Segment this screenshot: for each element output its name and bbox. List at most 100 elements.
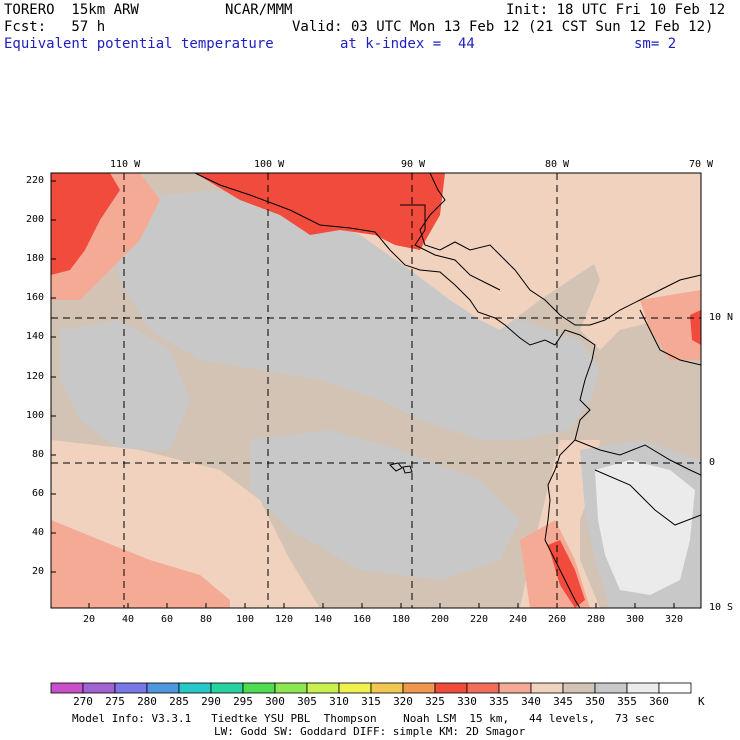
border-central-america [400,204,501,291]
x-label-100: 100 [236,614,255,625]
colorbar-label: 350 [585,695,605,708]
colorbar-swatch [530,682,564,694]
colorbar-swatch [658,682,692,694]
x-label-40: 40 [122,614,135,625]
field-grey-region-south [250,430,520,580]
colorbar-swatch [402,682,436,694]
x-label-120: 120 [275,614,294,625]
x-label-160: 160 [353,614,372,625]
border-peru-brazil [594,469,701,526]
y-label-220: 220 [26,175,45,186]
colorbar-swatch [562,682,596,694]
lon-label-100w: 100 W [254,159,285,170]
colorbar-swatch [242,682,276,694]
colorbar-label: 305 [297,695,317,708]
x-label-220: 220 [470,614,489,625]
lat-label-10n: 10 N [709,312,734,323]
colorbar-swatch [434,682,468,694]
colorbar-label: 315 [361,695,381,708]
x-label-200: 200 [431,614,450,625]
colorbar-swatch [338,682,372,694]
lat-label-0: 0 [709,457,716,468]
colorbar-swatch [306,682,340,694]
colorbar-swatch [178,682,212,694]
field-grey-region-west [60,320,190,450]
colorbar-swatch [466,682,500,694]
colorbar-label: 335 [489,695,509,708]
init-time: Init: 18 UTC Fri 10 Feb 12 [506,2,726,18]
lon-label-70w: 70 W [689,159,714,170]
colorbar-label: 300 [265,695,285,708]
colorbar-swatch [82,682,116,694]
smoothing-info: sm= 2 [634,36,677,52]
center-name: NCAR/MMM [225,2,293,18]
colorbar-swatch [146,682,180,694]
y-label-120: 120 [26,371,45,382]
valid-time: Valid: 03 UTC Mon 13 Feb 12 (21 CST Sun … [292,19,714,35]
colorbar-label: 345 [553,695,573,708]
colorbar-label: 295 [233,695,253,708]
y-label-180: 180 [26,253,45,264]
lon-label-80w: 80 W [545,159,570,170]
coastline-south-america [544,359,593,608]
colorbar-label: 355 [617,695,637,708]
x-label-60: 60 [161,614,174,625]
model-title: TORERO 15km ARW [4,2,139,18]
coastline-gulf [419,173,701,326]
coastline-galapagos [389,462,413,474]
x-label-300: 300 [626,614,645,625]
colorbar-label: 330 [457,695,477,708]
colorbar-swatch [370,682,404,694]
colorbar-swatch [210,682,244,694]
colorbar-label: 320 [393,695,413,708]
colorbar-label: 290 [201,695,221,708]
x-label-280: 280 [587,614,606,625]
lon-label-110w: 110 W [110,159,141,170]
y-label-100: 100 [26,410,45,421]
colorbar-label: 270 [73,695,93,708]
x-label-240: 240 [509,614,528,625]
theta-e-field [51,173,701,608]
x-label-80: 80 [200,614,213,625]
border-colombia-venezuela [639,309,701,366]
colorbar-swatch [498,682,532,694]
colorbar-label: 360 [649,695,669,708]
model-info: Model Info: V3.3.1 Tiedtke YSU PBL Thomp… [72,712,655,725]
physics-info: LW: Godd SW: Goddard DIFF: simple KM: 2D… [214,725,526,738]
field-peach-region-north [130,173,701,330]
y-label-140: 140 [26,331,45,342]
level-info: at k-index = 44 [340,36,475,52]
colorbar-label: 275 [105,695,125,708]
field-red-region-colombia [690,310,701,345]
colorbar-swatch [274,682,308,694]
x-label-320: 320 [665,614,684,625]
y-label-20: 20 [32,566,45,577]
colorbar [50,682,692,694]
y-label-200: 200 [26,214,45,225]
map-frame [50,172,702,609]
colorbar-label: 285 [169,695,189,708]
colorbar-swatch [50,682,84,694]
lat-label-10s: 10 S [709,602,734,613]
field-salmon-region-east [640,290,701,360]
lon-label-90w: 90 W [401,159,426,170]
field-name: Equivalent potential temperature [4,36,274,52]
colorbar-label: 325 [425,695,445,708]
colorbar-label: 340 [521,695,541,708]
field-salmon-region-southwest [51,520,230,608]
field-white-region-amazon [595,460,695,595]
field-grey-region-center [110,190,600,440]
border-colombia-ecuador [574,439,701,476]
colorbar-label: 280 [137,695,157,708]
colorbar-swatch [114,682,148,694]
x-label-180: 180 [392,614,411,625]
x-label-140: 140 [314,614,333,625]
colorbar-unit: K [698,695,705,708]
colorbar-swatch [626,682,660,694]
y-label-160: 160 [26,292,45,303]
x-label-260: 260 [548,614,567,625]
field-red-region-mexico [195,173,445,250]
y-label-60: 60 [32,488,45,499]
field-red-region-northwest [51,173,120,275]
